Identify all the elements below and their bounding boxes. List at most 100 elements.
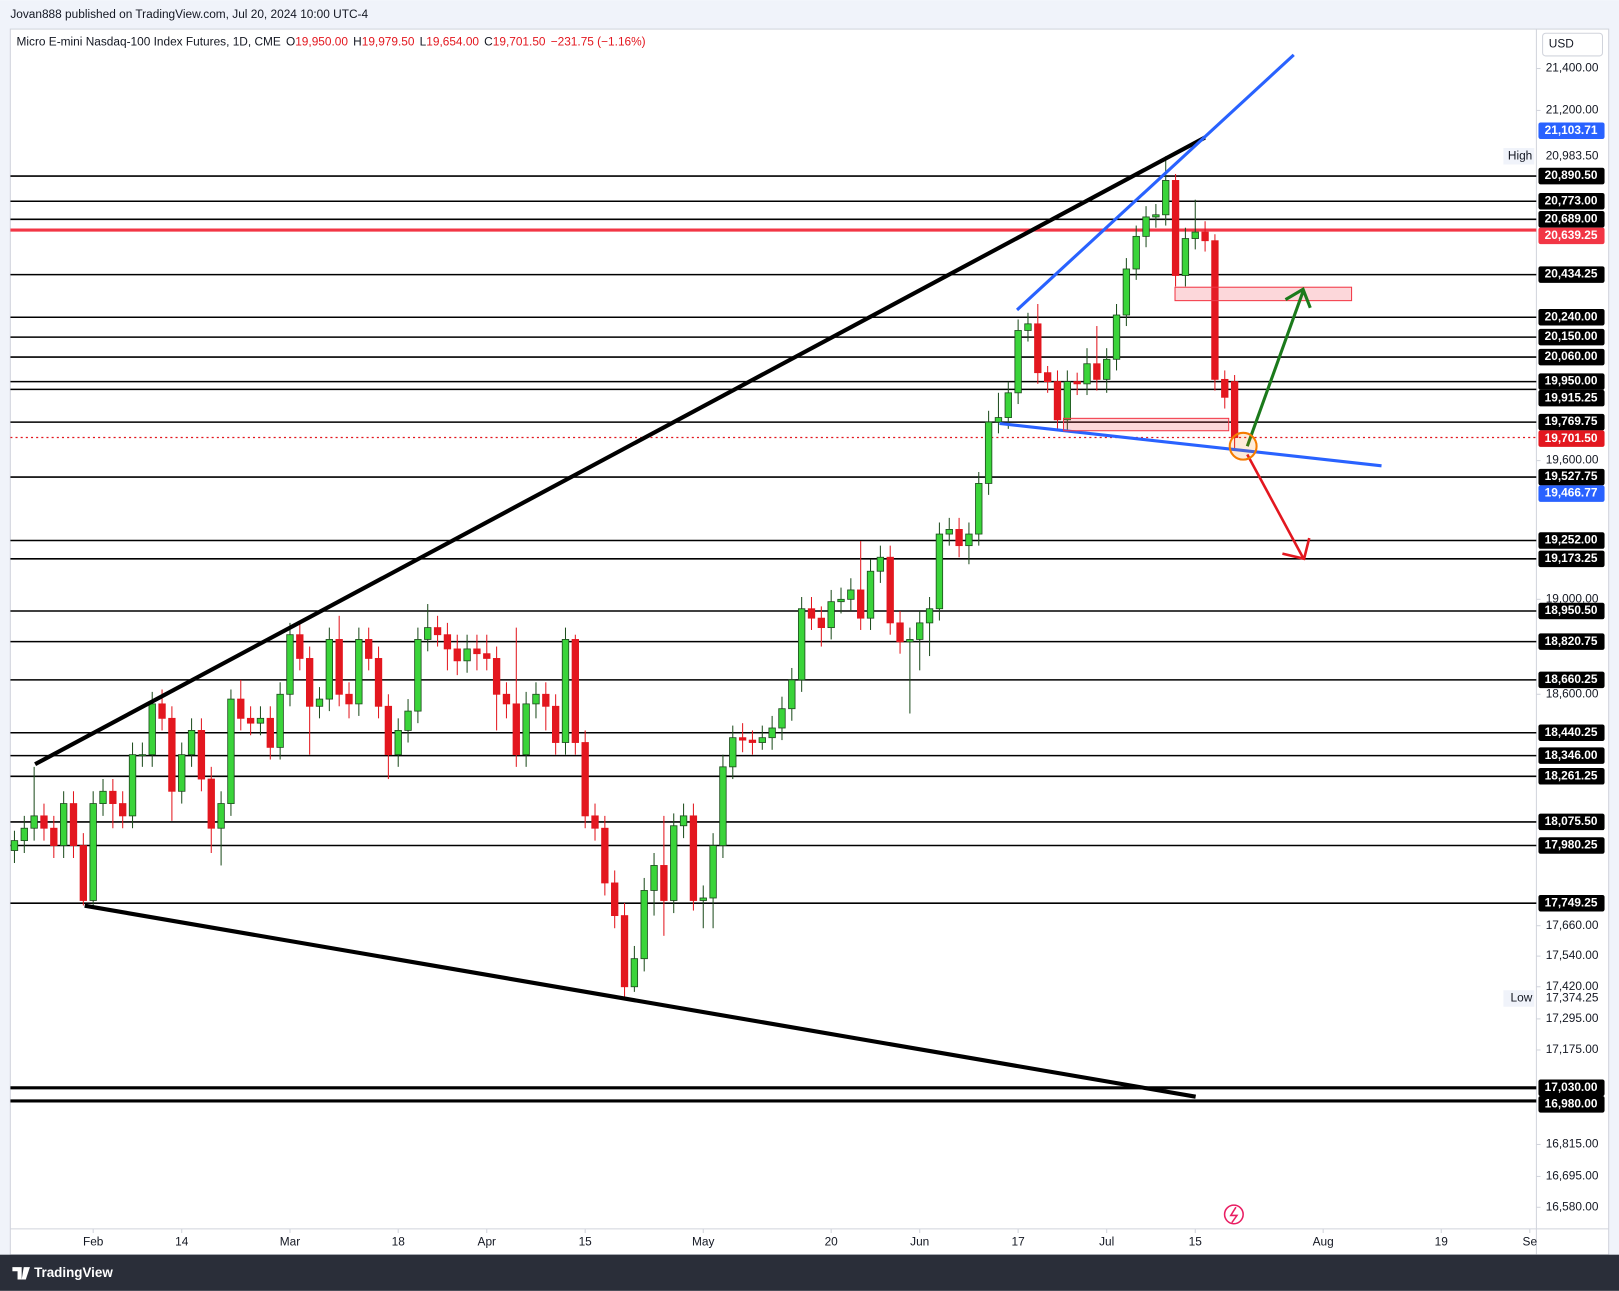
candle-body <box>69 803 78 846</box>
x-tick-label: 18 <box>392 1234 406 1248</box>
candle-body <box>906 639 914 643</box>
candle-body <box>817 617 825 629</box>
candle-body <box>1103 358 1111 380</box>
candle-body <box>89 803 97 901</box>
candle-body <box>532 693 540 705</box>
trend-line[interactable] <box>34 135 1206 767</box>
candle-body <box>1063 381 1071 421</box>
candle-body <box>128 754 137 817</box>
trend-line[interactable] <box>1015 53 1295 312</box>
candle-body <box>325 639 333 700</box>
candle-body <box>965 533 973 547</box>
price-tag <box>1538 192 1605 210</box>
candle-body <box>768 727 776 739</box>
price-tag-label: 19,915.25 <box>1545 390 1598 404</box>
price-tag <box>1538 122 1605 140</box>
candle-body <box>414 639 422 712</box>
candle-body <box>158 703 166 719</box>
event-icon[interactable] <box>1223 1204 1244 1225</box>
price-tag-label: 20,639.25 <box>1545 228 1598 242</box>
candle-body <box>1230 381 1239 438</box>
y-tick-label: 16,580.00 <box>1546 1199 1599 1213</box>
candle-body <box>827 601 835 629</box>
x-tick-label: Mar <box>280 1234 300 1248</box>
legend-value: 19,979.50 <box>362 35 415 49</box>
candle-body <box>305 658 314 707</box>
candle-body <box>1024 323 1032 331</box>
y-tick-label: 16,695.00 <box>1546 1169 1599 1183</box>
price-tag <box>1538 373 1605 390</box>
candle-body <box>650 865 658 891</box>
footer: TradingView <box>34 1265 113 1280</box>
candle-body <box>256 717 265 724</box>
x-tick-label: Se <box>1523 1234 1538 1248</box>
arrow[interactable] <box>1245 290 1305 447</box>
candle-body <box>719 766 727 846</box>
arrow[interactable] <box>1246 453 1305 559</box>
marker-value: 17,374.25 <box>1546 991 1599 1005</box>
candle-body <box>394 730 402 756</box>
zone[interactable] <box>1174 286 1353 302</box>
candle-body <box>916 622 924 640</box>
candle-body <box>1014 330 1022 394</box>
legend-key: L <box>420 35 427 49</box>
y-tick-label: 21,200.00 <box>1546 103 1599 117</box>
marker-box <box>1503 147 1535 165</box>
price-tag <box>1538 468 1605 486</box>
candle-body <box>1112 314 1121 360</box>
candle-body <box>571 639 579 743</box>
candle-body <box>59 803 68 846</box>
marker-name: High <box>1508 148 1532 162</box>
trend-line[interactable] <box>84 903 1197 1099</box>
candle-body <box>758 737 766 743</box>
price-tag <box>1538 211 1605 228</box>
candle-body <box>315 698 324 707</box>
candle-body <box>611 882 619 917</box>
candle-body <box>237 698 245 719</box>
candle-body <box>246 717 255 724</box>
y-tick-label: 19,000.00 <box>1546 591 1599 605</box>
candle-body <box>876 556 885 572</box>
candle-body <box>473 648 481 655</box>
marker-box <box>1503 990 1535 1007</box>
arrow-head <box>1284 287 1312 309</box>
zone[interactable] <box>1062 417 1230 432</box>
currency[interactable]: USD <box>1549 37 1574 51</box>
candle-body <box>335 639 343 695</box>
price-tag <box>1538 308 1605 326</box>
candle-body <box>424 627 432 640</box>
candle-body <box>1201 231 1209 242</box>
price-tag-label: 20,150.00 <box>1545 329 1598 343</box>
price-tag-label: 18,346.00 <box>1545 748 1598 762</box>
logo <box>12 1267 30 1280</box>
y-tick-label: 19,600.00 <box>1546 453 1599 467</box>
candle-body <box>984 421 993 484</box>
candle-body <box>660 865 668 901</box>
price-tag <box>1538 389 1605 407</box>
candle-body <box>502 693 511 705</box>
price-tag-label: 19,173.25 <box>1545 551 1598 565</box>
candle-body <box>286 634 294 695</box>
candle-body <box>1053 381 1062 421</box>
x-tick-label: 19 <box>1435 1234 1449 1248</box>
candle-body <box>1093 363 1101 380</box>
y-tick-label: 17,175.00 <box>1546 1042 1599 1056</box>
candle-body <box>433 627 442 636</box>
y-tick-label: 21,400.00 <box>1546 61 1599 75</box>
circle[interactable] <box>1228 431 1258 461</box>
candle-body <box>699 897 707 901</box>
y-tick-label: 17,540.00 <box>1546 948 1599 962</box>
candle-body <box>365 639 373 659</box>
candle-body <box>197 730 206 780</box>
price-tag <box>1538 837 1605 854</box>
price-tag <box>1538 633 1605 650</box>
price-tag <box>1538 485 1605 502</box>
price-tag <box>1538 550 1605 568</box>
candle-body <box>670 825 678 901</box>
candle-body <box>138 754 147 757</box>
currency-box[interactable] <box>1542 32 1603 57</box>
y-tick-label: 17,295.00 <box>1546 1011 1599 1025</box>
candle-body <box>178 754 186 792</box>
candle-body <box>119 803 127 817</box>
candle-body <box>1152 214 1160 218</box>
